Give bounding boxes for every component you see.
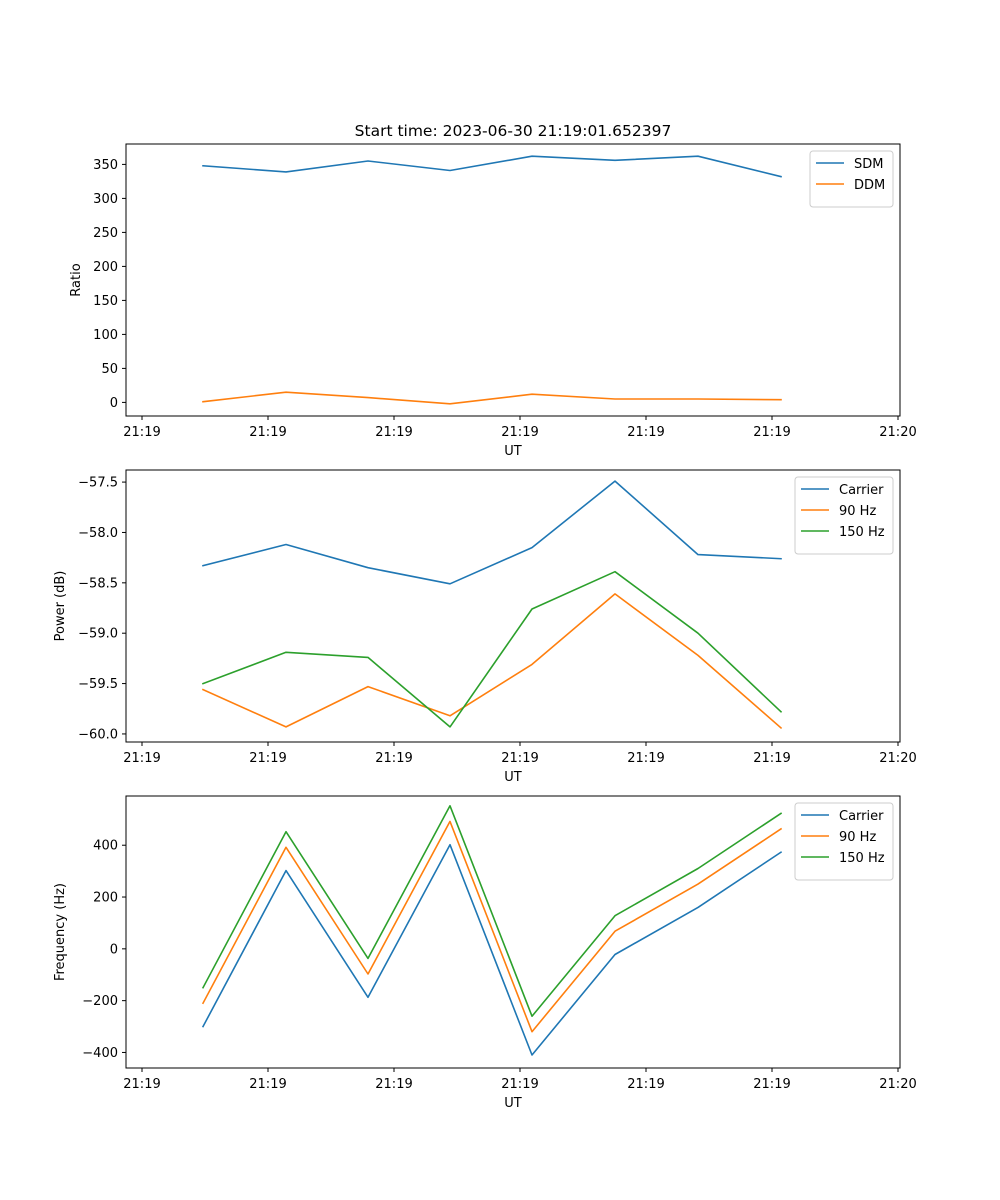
legend-label: 150 Hz [839, 851, 885, 866]
series-line-carrier [201, 843, 783, 1056]
legend-label: 90 Hz [839, 830, 876, 845]
series-line-150-hz [201, 570, 783, 728]
axes-frame [125, 143, 901, 417]
y-axis-label: Frequency (Hz) [53, 883, 68, 981]
y-tick-label: 200 [93, 891, 118, 906]
subplot-2: 21:19 21:19 21:19 21:19 21:19 21:19 21:20 −60.0… [53, 469, 917, 785]
y-tick-label: 350 [93, 158, 118, 173]
y-axis-label: Ratio [69, 263, 84, 296]
x-tick-label: 21:19 [249, 751, 286, 766]
y-tick-label: 400 [93, 839, 118, 854]
y-tick-label: −58.5 [78, 576, 118, 591]
y-tick-label: −59.5 [78, 677, 118, 692]
x-tick-label: 21:19 [123, 751, 160, 766]
legend: Carrier 90 Hz 150 Hz [794, 476, 894, 555]
x-tick-label: 21:19 [753, 425, 790, 440]
axes-frame [125, 469, 901, 743]
legend-label: 150 Hz [839, 525, 885, 540]
x-tick-label: 21:19 [501, 1077, 538, 1092]
x-tick-label: 21:20 [879, 1077, 916, 1092]
legend-label: 90 Hz [839, 504, 876, 519]
y-tick-label: −200 [82, 994, 118, 1009]
x-tick-label: 21:19 [375, 1077, 412, 1092]
y-tick-label: 300 [93, 192, 118, 207]
y-tick-label: −57.5 [78, 476, 118, 491]
x-tick-label: 21:19 [249, 1077, 286, 1092]
x-tick-label: 21:19 [123, 1077, 160, 1092]
series-line-90-hz [201, 820, 783, 1033]
x-tick-label: 21:19 [501, 425, 538, 440]
y-tick-label: −58.0 [78, 526, 118, 541]
legend: SDM DDM [809, 150, 894, 208]
x-axis-label: UT [504, 1096, 522, 1111]
x-tick-label: 21:19 [375, 751, 412, 766]
legend-label: Carrier [839, 809, 884, 824]
x-tick-label: 21:19 [627, 425, 664, 440]
legend-label: Carrier [839, 483, 884, 498]
x-axis-label: UT [504, 444, 522, 459]
series-line-150-hz [201, 804, 783, 1018]
y-tick-label: 100 [93, 328, 118, 343]
x-tick-label: 21:20 [879, 751, 916, 766]
x-tick-label: 21:19 [753, 751, 790, 766]
subplot-3: 21:19 21:19 21:19 21:19 21:19 21:19 21:20 −400 −… [53, 795, 917, 1111]
y-tick-label: 250 [93, 226, 118, 241]
y-axis-label: Power (dB) [53, 571, 68, 642]
series-line-carrier [202, 480, 782, 585]
y-tick-label: 0 [110, 396, 118, 411]
y-tick-label: −400 [82, 1046, 118, 1061]
legend-label: DDM [854, 178, 885, 193]
x-tick-label: 21:19 [627, 751, 664, 766]
legend: Carrier 90 Hz 150 Hz [794, 802, 894, 881]
legend-frame [794, 802, 894, 881]
legend-frame [794, 476, 894, 555]
y-tick-label: −60.0 [78, 727, 118, 742]
x-tick-label: 21:19 [123, 425, 160, 440]
legend-frame [809, 150, 894, 208]
axes-frame [125, 795, 901, 1069]
series-line-90-hz [201, 593, 783, 730]
subplot-1: Start time: 2023-06-30 21:19:01.652397 21… [69, 122, 917, 459]
x-tick-label: 21:19 [375, 425, 412, 440]
x-tick-label: 21:19 [627, 1077, 664, 1092]
x-tick-label: 21:20 [879, 425, 916, 440]
series-line-sdm [202, 155, 782, 178]
x-tick-label: 21:19 [501, 751, 538, 766]
x-tick-label: 21:19 [249, 425, 286, 440]
y-tick-label: −59.0 [78, 627, 118, 642]
x-axis-label: UT [504, 770, 522, 785]
x-tick-label: 21:19 [753, 1077, 790, 1092]
series-line-ddm [202, 391, 782, 405]
y-tick-label: 0 [110, 942, 118, 957]
chart-title: Start time: 2023-06-30 21:19:01.652397 [355, 122, 672, 140]
y-tick-label: 200 [93, 260, 118, 275]
y-tick-label: 50 [101, 362, 118, 377]
y-tick-label: 150 [93, 294, 118, 309]
legend-label: SDM [854, 157, 883, 172]
